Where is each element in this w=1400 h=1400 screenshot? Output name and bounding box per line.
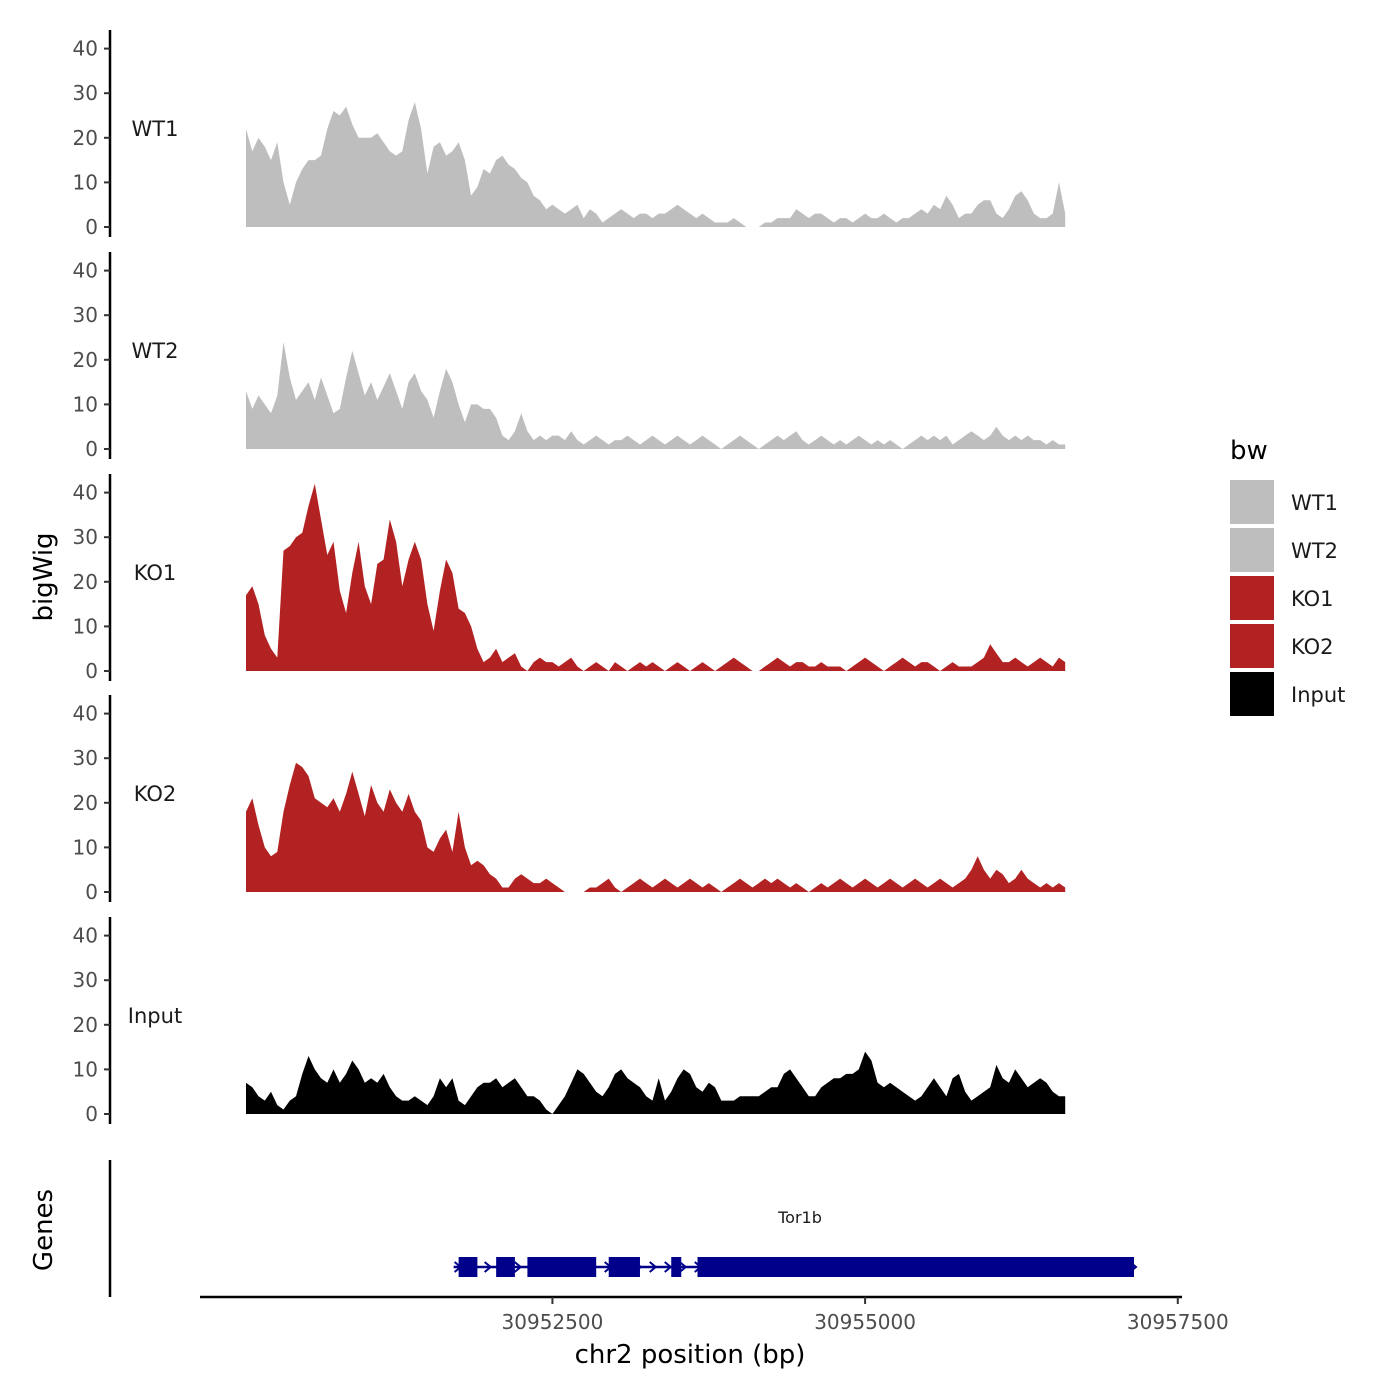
track-input: 0 10 20 30 40 Input (73, 917, 1066, 1126)
legend-label-wt1: WT1 (1291, 491, 1338, 515)
tracks-layer: 0 10 20 30 40 WT1 0 10 20 30 40 WT2 0 10 20 30 40 KO1 0 10 2… (73, 30, 1066, 1126)
gene-track: Tor1b (108, 1160, 1138, 1297)
legend-label-ko2: KO2 (1291, 635, 1334, 659)
track-label-ko1: KO1 (134, 561, 177, 585)
area-input (246, 1051, 1066, 1114)
x-axis: 30952500 30955000 30957500 (200, 1295, 1229, 1334)
x-tick-label: 30952500 (502, 1310, 604, 1334)
y-tick-label: 20 (73, 1013, 98, 1037)
y-tick-label: 10 (73, 392, 98, 416)
y-tick-label: 10 (73, 835, 98, 859)
strand-arrow (679, 1261, 688, 1273)
strand-arrow (514, 1261, 523, 1273)
gene-label: Tor1b (777, 1208, 822, 1227)
area-ko2 (246, 762, 1066, 892)
legend-swatch-input (1230, 672, 1274, 716)
y-axis-title: bigWig (29, 532, 59, 621)
y-tick-label: 30 (73, 968, 98, 992)
area-ko1 (246, 483, 1066, 671)
y-tick-label: 10 (73, 1057, 98, 1081)
gene-exon (527, 1257, 597, 1277)
track-label-wt2: WT2 (132, 339, 179, 363)
y-tick-label: 0 (85, 880, 98, 904)
y-tick-label: 20 (73, 126, 98, 150)
legend-swatch-wt1 (1230, 480, 1274, 524)
legend-title: bw (1230, 436, 1268, 466)
gene-track-title: Genes (29, 1189, 59, 1271)
legend-label-input: Input (1291, 683, 1345, 707)
track-ko2: 0 10 20 30 40 KO2 (73, 695, 1066, 904)
gene-exon (697, 1257, 1134, 1277)
gene-exon (458, 1257, 478, 1277)
area-wt1 (246, 102, 1066, 227)
y-tick-label: 0 (85, 1102, 98, 1126)
legend-swatch-ko1 (1230, 576, 1274, 620)
strand-arrow (483, 1261, 493, 1273)
y-tick-label: 30 (73, 303, 98, 327)
gene-exon (671, 1257, 682, 1277)
y-tick-label: 20 (73, 791, 98, 815)
area-wt2 (246, 342, 1066, 449)
y-tick-label: 40 (73, 259, 98, 283)
y-tick-label: 0 (85, 215, 98, 239)
gene-exon (496, 1257, 515, 1277)
track-wt2: 0 10 20 30 40 WT2 (73, 252, 1066, 461)
y-tick-label: 0 (85, 659, 98, 683)
y-tick-label: 0 (85, 437, 98, 461)
y-tick-label: 20 (73, 348, 98, 372)
y-tick-label: 20 (73, 570, 98, 594)
x-axis-title: chr2 position (bp) (575, 1340, 806, 1370)
y-tick-label: 40 (73, 702, 98, 726)
legend-label-wt2: WT2 (1291, 539, 1338, 563)
y-tick-label: 30 (73, 81, 98, 105)
gene-exon (608, 1257, 640, 1277)
legend-swatch-ko2 (1230, 624, 1274, 668)
track-wt1: 0 10 20 30 40 WT1 (73, 30, 1066, 239)
y-tick-label: 40 (73, 481, 98, 505)
y-tick-label: 40 (73, 37, 98, 61)
y-tick-label: 40 (73, 924, 98, 948)
legend-swatch-wt2 (1230, 528, 1274, 572)
y-tick-label: 30 (73, 525, 98, 549)
y-tick-label: 10 (73, 614, 98, 638)
track-label-ko2: KO2 (134, 782, 177, 806)
strand-arrow (649, 1261, 658, 1273)
x-tick-label: 30955000 (814, 1310, 916, 1334)
track-ko1: 0 10 20 30 40 KO1 (73, 474, 1066, 683)
legend-label-ko1: KO1 (1291, 587, 1334, 611)
track-label-input: Input (128, 1004, 182, 1028)
y-tick-label: 30 (73, 746, 98, 770)
x-tick-label: 30957500 (1127, 1310, 1229, 1334)
track-label-wt1: WT1 (132, 117, 179, 141)
legend: bw WT1 WT2 KO1 KO2 Input (1230, 436, 1345, 716)
strand-arrow (664, 1261, 673, 1273)
y-tick-label: 10 (73, 170, 98, 194)
